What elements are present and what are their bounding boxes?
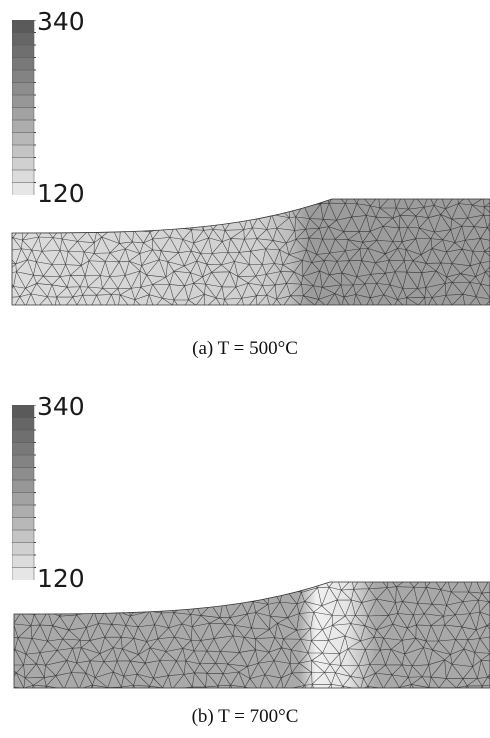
mesh-fill <box>14 582 490 688</box>
panel-b: 340 120 (b) T = 700°C <box>0 385 490 738</box>
legend-swatch <box>12 20 35 34</box>
legend-swatch <box>12 57 35 71</box>
legend-color-bar-b <box>12 405 36 580</box>
legend-swatch <box>12 442 35 456</box>
legend-swatch <box>12 107 35 121</box>
legend-swatch <box>12 157 35 171</box>
panel-a: 340 120 (a) T = 500°C <box>11 7 490 359</box>
legend-swatch <box>12 429 35 444</box>
legend-max-label-a: 340 <box>37 7 85 36</box>
legend-swatch <box>12 169 35 184</box>
mesh-outline <box>13 581 490 689</box>
legend-swatch <box>12 517 35 531</box>
caption-a: (a) T = 500°C <box>192 338 298 359</box>
legend-swatch <box>12 417 35 431</box>
legend-swatch <box>12 479 35 494</box>
legend-swatch <box>12 542 35 556</box>
legend-swatch <box>12 132 35 146</box>
legend-swatch <box>12 492 35 506</box>
legend-swatch <box>12 567 35 580</box>
legend-swatch <box>12 44 35 59</box>
legend-swatch <box>12 529 35 544</box>
legend-swatch <box>12 182 35 195</box>
legend-swatch <box>12 467 35 481</box>
legend-swatch <box>12 144 35 159</box>
legend-max-label-b: 340 <box>37 392 85 421</box>
mesh-plot-b <box>13 581 490 689</box>
legend-swatch <box>12 32 35 46</box>
legend-color-bar-a <box>12 20 36 195</box>
mesh-plot-a <box>11 198 490 306</box>
legend-swatch <box>12 69 35 84</box>
legend-swatch <box>12 119 35 134</box>
caption-b: (b) T = 700°C <box>191 706 299 727</box>
legend-min-label-b: 120 <box>37 564 85 593</box>
legend-swatch <box>12 405 35 419</box>
legend-swatch <box>12 454 35 469</box>
mesh-outline <box>11 198 490 306</box>
legend-min-label-a: 120 <box>37 179 85 208</box>
legend-swatch <box>12 504 35 519</box>
legend-swatch <box>12 82 35 96</box>
legend-swatch <box>12 554 35 569</box>
legend-swatch <box>12 94 35 109</box>
